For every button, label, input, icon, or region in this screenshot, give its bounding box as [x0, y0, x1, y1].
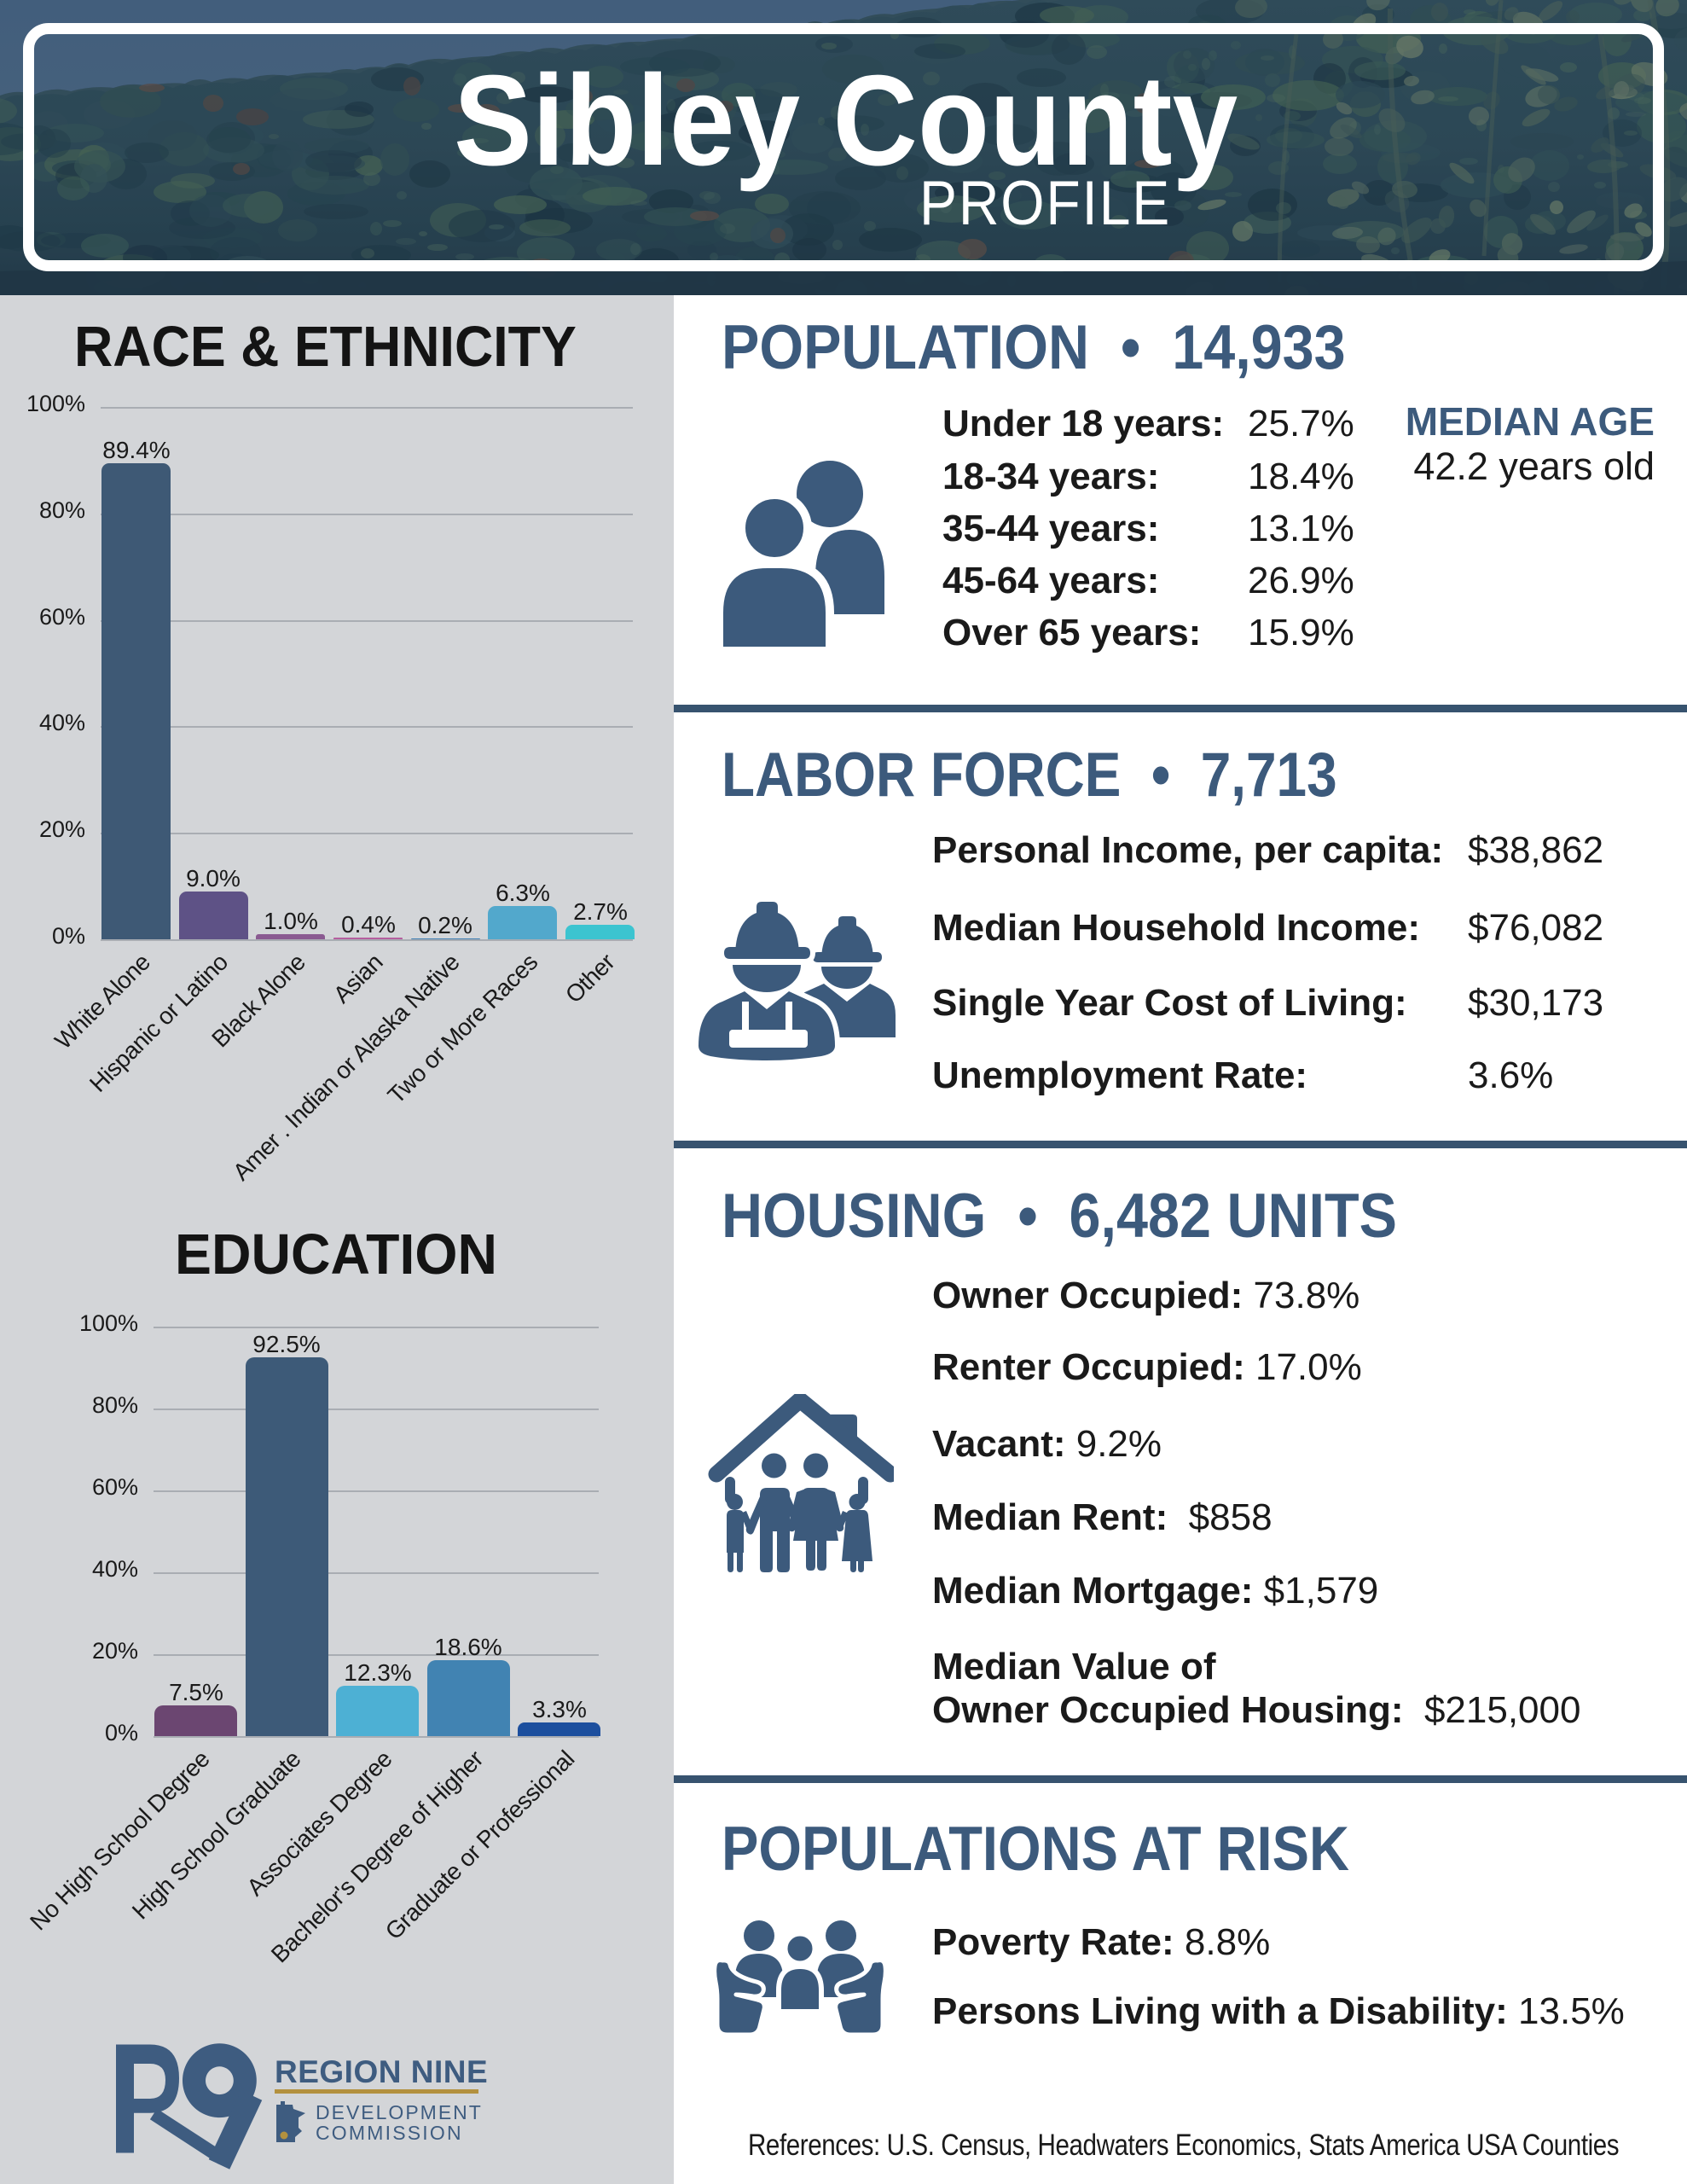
svg-text:DEVELOPMENT: DEVELOPMENT [316, 2101, 483, 2123]
svg-text:REGION NINE: REGION NINE [275, 2054, 488, 2089]
svg-text:COMMISSION: COMMISSION [316, 2122, 463, 2144]
